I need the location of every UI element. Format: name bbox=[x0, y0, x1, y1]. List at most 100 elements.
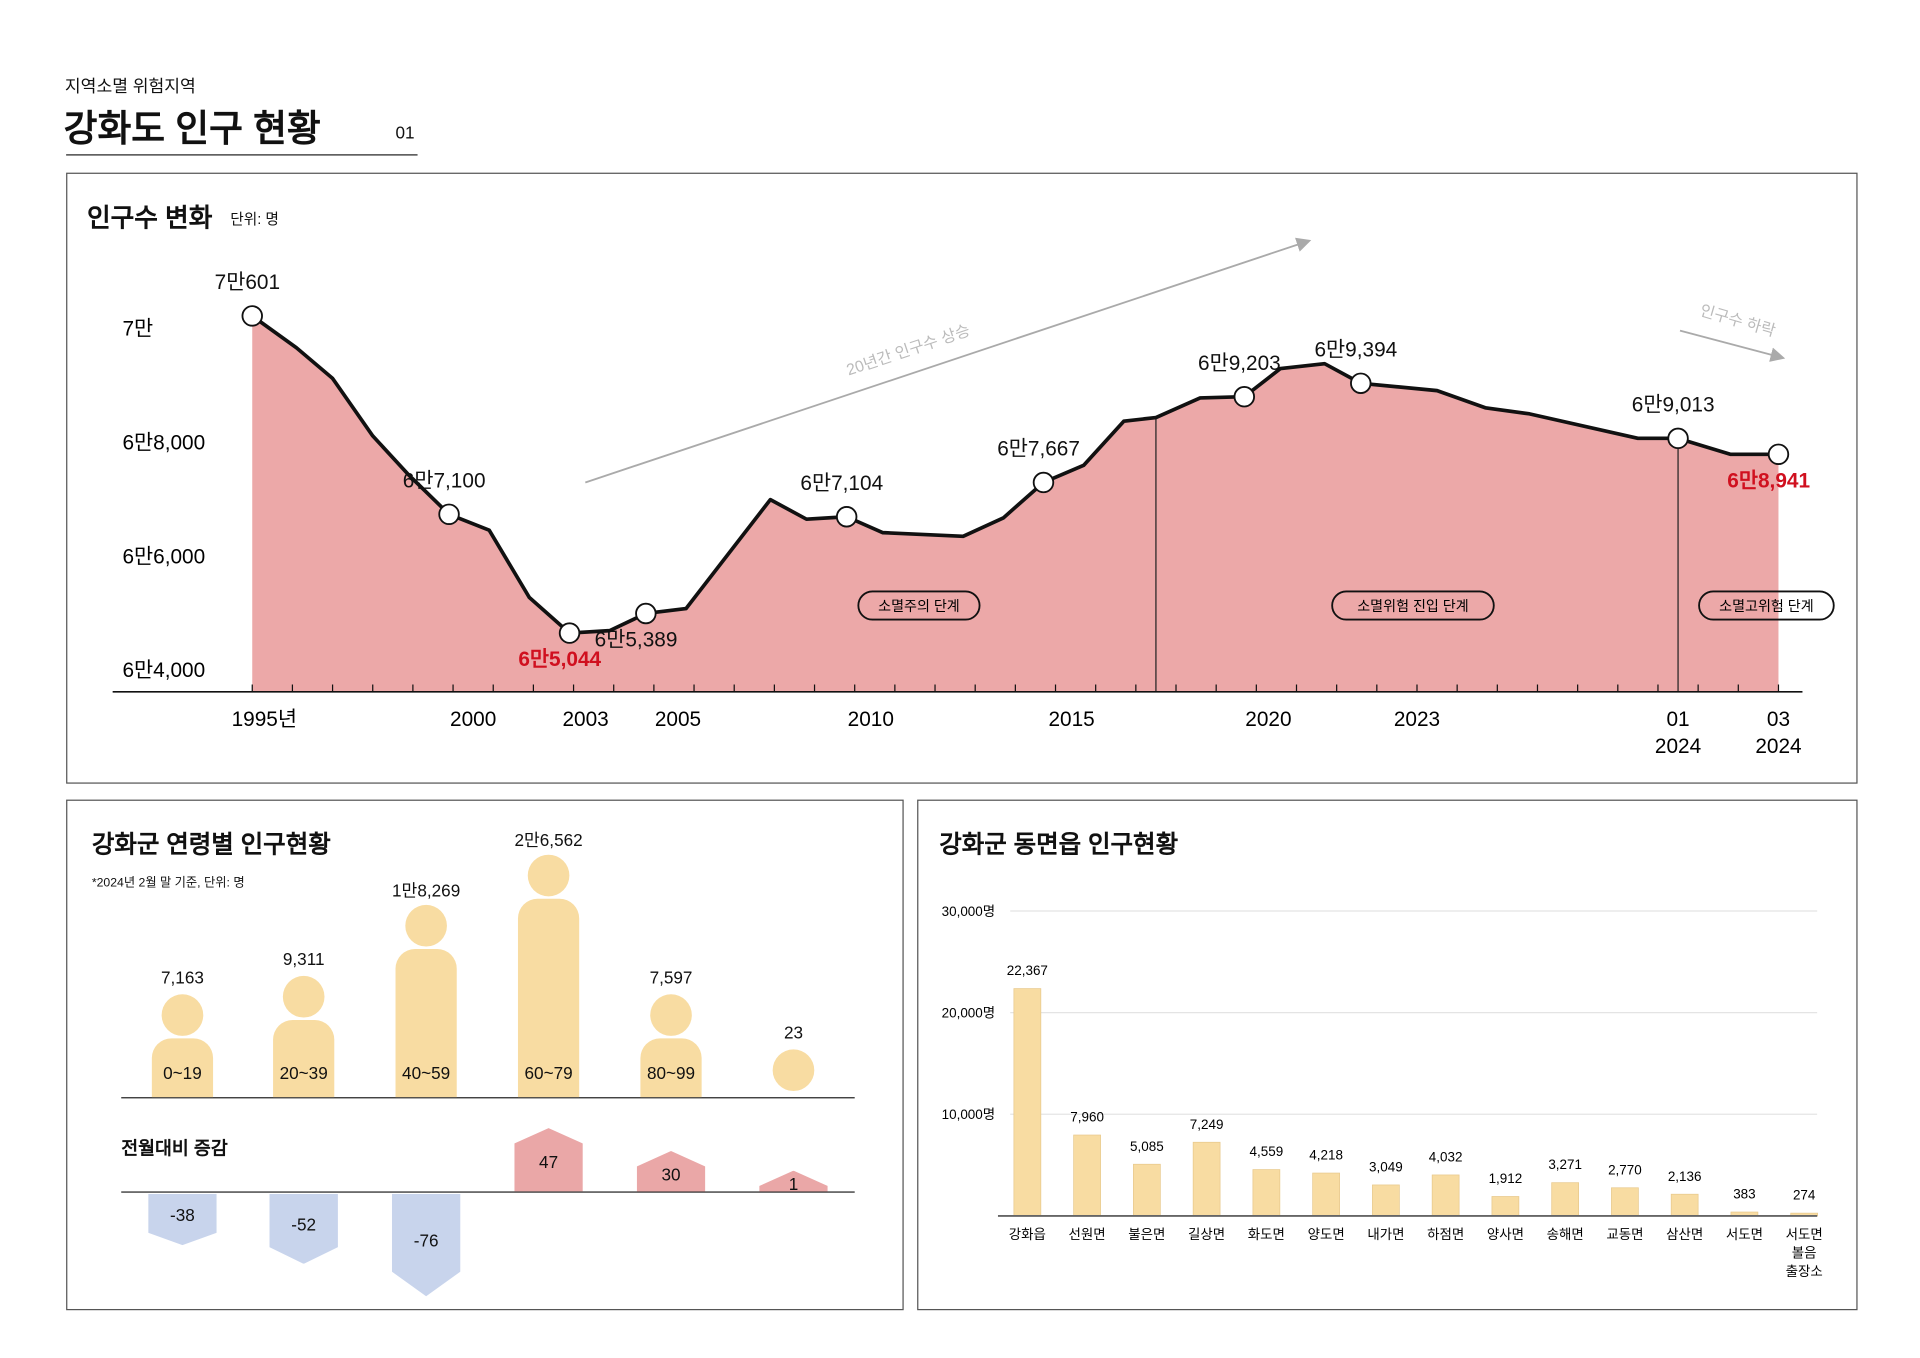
bar-value-label: 1,912 bbox=[1489, 1171, 1523, 1186]
change-value: -52 bbox=[291, 1214, 317, 1234]
bar-value-label: 7,249 bbox=[1190, 1117, 1224, 1132]
district-bar bbox=[1611, 1187, 1639, 1217]
age-value-label: 1만8,269 bbox=[392, 880, 461, 901]
trend-title: 인구수 변화 bbox=[86, 204, 213, 233]
bar-value-label: 4,559 bbox=[1250, 1144, 1284, 1159]
x-tick-label: 2023 bbox=[1394, 708, 1440, 731]
district-bar bbox=[1192, 1141, 1221, 1217]
area-fill bbox=[252, 315, 1779, 692]
age-value-label: 9,311 bbox=[282, 948, 325, 969]
data-point bbox=[1233, 386, 1256, 408]
district-label: 서도면 bbox=[1786, 1227, 1823, 1242]
data-label: 6만5,044 bbox=[518, 648, 601, 671]
district-bar bbox=[1551, 1182, 1579, 1217]
data-label: 6만5,389 bbox=[595, 629, 678, 652]
district-label: 화도면 bbox=[1248, 1227, 1285, 1242]
fall-arrow bbox=[1679, 329, 1786, 362]
x-tick-label: 2003 bbox=[562, 708, 608, 731]
bar-value-label: 2,136 bbox=[1668, 1169, 1702, 1184]
x-tick-label: 2020 bbox=[1245, 708, 1291, 731]
change-title: 전월대비 증감 bbox=[121, 1138, 228, 1160]
y-tick-label: 6만8,000 bbox=[122, 431, 205, 454]
stage-label: 소멸고위험 단계 bbox=[1719, 598, 1814, 614]
district-label: 송해면 bbox=[1547, 1227, 1584, 1242]
person-head-icon bbox=[282, 975, 325, 1018]
bar-value-label: 2,770 bbox=[1608, 1162, 1642, 1177]
district-title: 강화군 동면읍 인구현황 bbox=[939, 831, 1179, 859]
change-value: 47 bbox=[539, 1152, 559, 1173]
district-label: 양사면 bbox=[1487, 1227, 1524, 1242]
y-tick-label: 6만4,000 bbox=[122, 659, 205, 682]
age-title: 강화군 연령별 인구현황 bbox=[91, 831, 331, 859]
district-label: 삼산면 bbox=[1666, 1227, 1703, 1242]
district-label: 출장소 bbox=[1786, 1264, 1823, 1279]
district-label: 교동면 bbox=[1606, 1227, 1643, 1242]
stage-pill bbox=[1698, 590, 1835, 621]
y-tick-label: 7만 bbox=[122, 318, 153, 341]
data-label: 6만9,394 bbox=[1314, 338, 1397, 361]
data-point bbox=[835, 506, 858, 528]
age-value-label: 2만6,562 bbox=[514, 830, 583, 850]
district-label: 하점면 bbox=[1427, 1227, 1464, 1242]
district-bar bbox=[1670, 1193, 1699, 1217]
title-underline bbox=[66, 154, 418, 156]
district-label: 양도면 bbox=[1308, 1227, 1345, 1242]
data-point bbox=[241, 305, 263, 327]
bar-value-label: 22,367 bbox=[1007, 963, 1048, 978]
person-body-bar bbox=[517, 898, 580, 1098]
age-value-label: 7,163 bbox=[160, 967, 204, 987]
change-value: 1 bbox=[788, 1173, 799, 1194]
stage-label: 소멸위험 진입 단계 bbox=[1357, 598, 1468, 614]
data-point bbox=[1350, 372, 1372, 394]
district-bar bbox=[1073, 1134, 1101, 1217]
decrease-marker bbox=[269, 1193, 338, 1264]
district-label: 선원면 bbox=[1069, 1227, 1106, 1242]
district-bar bbox=[1491, 1196, 1520, 1217]
x-tick-label: 01 bbox=[1666, 708, 1689, 731]
page-title: 강화도 인구 현황 bbox=[63, 108, 321, 150]
person-body-bar bbox=[273, 1020, 335, 1098]
age-category-label: 40~59 bbox=[402, 1062, 451, 1083]
age-note: *2024년 2월 말 기준, 단위: 명 bbox=[91, 876, 245, 891]
bar-value-label: 383 bbox=[1733, 1187, 1755, 1202]
person-head-icon bbox=[772, 1049, 815, 1092]
person-body-bar bbox=[151, 1038, 214, 1098]
bar-value-label: 4,218 bbox=[1309, 1148, 1343, 1163]
x-tick-sublabel: 2024 bbox=[1755, 735, 1801, 758]
district-bar bbox=[1133, 1163, 1161, 1217]
district-bar bbox=[1252, 1169, 1281, 1217]
district-label: 강화읍 bbox=[1009, 1227, 1046, 1242]
district-bar bbox=[1013, 988, 1042, 1217]
x-tick-label: 1995년 bbox=[232, 708, 297, 731]
data-label: 6만7,100 bbox=[403, 469, 486, 492]
person-head-icon bbox=[405, 904, 447, 947]
change-baseline bbox=[121, 1191, 855, 1193]
y-tick-label: 10,000명 bbox=[942, 1107, 996, 1122]
age-value-label: 23 bbox=[783, 1022, 804, 1043]
person-body-bar bbox=[640, 1038, 702, 1098]
district-panel: 강화군 동면읍 인구현황 bbox=[917, 799, 1858, 1311]
person-head-icon bbox=[527, 854, 570, 897]
data-label: 7만601 bbox=[215, 271, 280, 294]
x-tick-label: 03 bbox=[1767, 708, 1790, 731]
district-label: 불은면 bbox=[1128, 1227, 1165, 1242]
data-point bbox=[635, 602, 657, 625]
district-label: 길상면 bbox=[1188, 1227, 1225, 1242]
population-line bbox=[251, 314, 1779, 635]
y-tick-label: 6만6,000 bbox=[122, 545, 205, 568]
data-label: 6만7,104 bbox=[800, 472, 883, 495]
change-value: -76 bbox=[413, 1230, 439, 1250]
x-tick-label: 2000 bbox=[450, 708, 496, 731]
age-category-label: 20~39 bbox=[279, 1062, 328, 1083]
decrease-marker bbox=[391, 1193, 461, 1297]
age-category-label: 60~79 bbox=[524, 1062, 573, 1083]
rise-arrow bbox=[585, 237, 1312, 484]
x-tick-sublabel: 2024 bbox=[1655, 735, 1701, 758]
person-head-icon bbox=[161, 994, 204, 1036]
data-point bbox=[1032, 471, 1055, 494]
stage-pill bbox=[857, 590, 981, 621]
person-body-bar bbox=[395, 948, 457, 1098]
